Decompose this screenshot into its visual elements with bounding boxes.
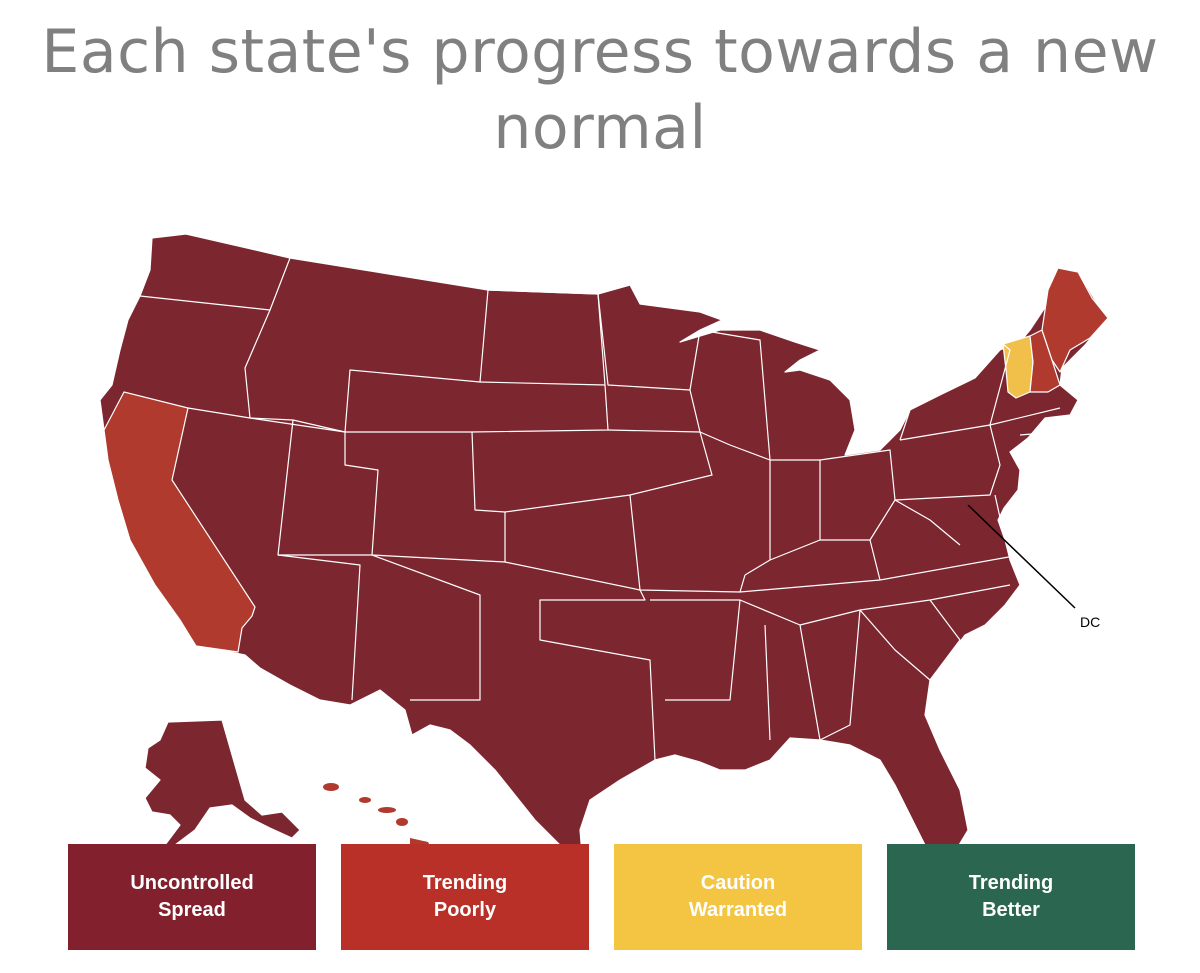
state-contiguous-us (99, 233, 1109, 861)
hawaii-island-maui (396, 818, 408, 826)
hawaii-island-oahu (359, 797, 371, 803)
state-vermont (1002, 335, 1034, 399)
legend-trending-poorly-label: Trending Poorly (422, 872, 508, 921)
legend-trending-better: Trending Better (887, 844, 1135, 950)
legend-uncontrolled-spread-label: Uncontrolled Spread (130, 872, 254, 921)
state-borders (139, 257, 1061, 761)
dc-callout-label: DC (1080, 614, 1100, 630)
state-maine (1041, 267, 1109, 373)
dc-callout-line (967, 504, 1076, 609)
legend-trending-better-label: Trending Better (968, 872, 1054, 921)
legend-caution-warranted-label: Caution Warranted (688, 872, 788, 921)
legend-uncontrolled-spread: Uncontrolled Spread (68, 844, 316, 950)
legend-trending-poorly: Trending Poorly (341, 844, 589, 950)
map-title: Each state's progress towards a new norm… (41, 17, 1159, 163)
state-california (103, 391, 256, 653)
hawaii-island-molokai (378, 807, 396, 813)
hawaii-island-kauai (323, 783, 339, 791)
legend-caution-warranted: Caution Warranted (614, 844, 862, 950)
state-alaska (144, 719, 301, 846)
